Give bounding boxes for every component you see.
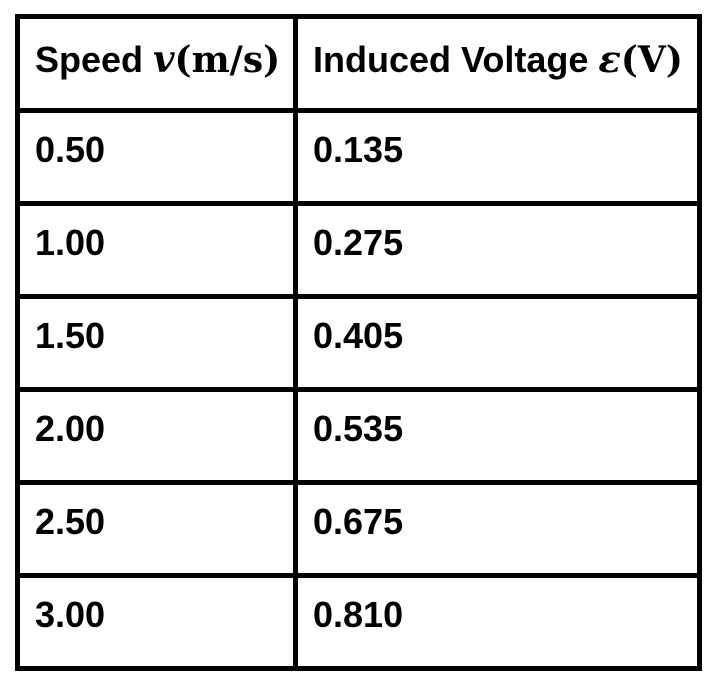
table-cell-speed: 1.50 — [15, 294, 298, 392]
header-cell-speed: Speed v(m/s) — [15, 14, 298, 113]
voltage-unit: (V) — [620, 39, 683, 81]
speed-header-label: Speed — [35, 39, 154, 80]
table-row: 2.50 0.675 — [15, 480, 702, 578]
table-cell-voltage: 0.275 — [293, 201, 702, 299]
table-cell-voltage: 0.135 — [293, 108, 702, 206]
table-row: 0.50 0.135 — [15, 108, 702, 206]
table-cell-speed: 2.50 — [15, 480, 298, 578]
table-cell-speed: 0.50 — [15, 108, 298, 206]
table-cell-voltage: 0.810 — [293, 573, 702, 671]
table-cell-voltage: 0.675 — [293, 480, 702, 578]
table-cell-voltage: 0.405 — [293, 294, 702, 392]
speed-unit: (m/s) — [174, 39, 281, 81]
table-row: 2.00 0.535 — [15, 387, 702, 485]
voltage-symbol: ε — [598, 37, 621, 81]
table-cell-speed: 2.00 — [15, 387, 298, 485]
header-cell-voltage: Induced Voltage ε(V) — [293, 14, 702, 113]
table-row: 1.00 0.275 — [15, 201, 702, 299]
speed-voltage-table: Speed v(m/s) Induced Voltage ε(V) 0.50 0… — [15, 14, 702, 671]
speed-symbol: v — [153, 37, 175, 81]
table-cell-speed: 1.00 — [15, 201, 298, 299]
voltage-header-label: Induced Voltage — [313, 39, 599, 80]
table-cell-speed: 3.00 — [15, 573, 298, 671]
table-row: 3.00 0.810 — [15, 573, 702, 671]
table-cell-voltage: 0.535 — [293, 387, 702, 485]
table-header-row: Speed v(m/s) Induced Voltage ε(V) — [15, 14, 702, 113]
table-row: 1.50 0.405 — [15, 294, 702, 392]
